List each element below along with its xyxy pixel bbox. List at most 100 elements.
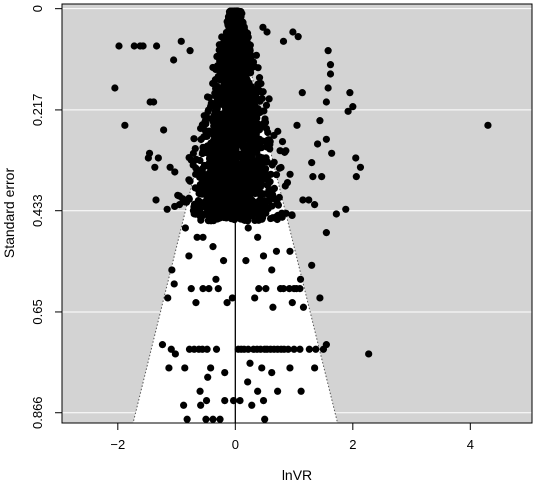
data-point bbox=[236, 397, 244, 405]
data-point bbox=[344, 107, 352, 115]
data-point bbox=[190, 135, 198, 143]
data-point bbox=[237, 108, 246, 116]
data-point bbox=[236, 70, 244, 78]
data-point bbox=[244, 159, 252, 168]
data-point bbox=[230, 193, 238, 201]
data-point bbox=[202, 415, 210, 423]
data-point bbox=[213, 215, 222, 223]
data-point bbox=[318, 173, 326, 181]
data-point bbox=[288, 211, 296, 220]
data-point bbox=[224, 72, 232, 81]
data-point bbox=[305, 345, 313, 353]
data-point bbox=[250, 205, 259, 213]
data-point bbox=[210, 131, 218, 139]
data-point bbox=[206, 214, 215, 222]
y-axis: 0 0.217 0.433 0.65 0.866 bbox=[30, 5, 62, 429]
data-point bbox=[167, 345, 175, 353]
data-point bbox=[278, 137, 287, 146]
data-point bbox=[218, 74, 226, 83]
data-point bbox=[240, 167, 249, 175]
data-point bbox=[243, 134, 252, 142]
data-point bbox=[209, 243, 217, 251]
data-point bbox=[205, 159, 213, 167]
data-point bbox=[221, 369, 229, 377]
data-point bbox=[212, 111, 220, 119]
y-tick-label-1: 0.217 bbox=[30, 94, 45, 127]
data-point bbox=[121, 121, 129, 129]
data-point bbox=[216, 183, 224, 191]
data-point bbox=[191, 144, 199, 153]
data-point bbox=[241, 200, 250, 208]
data-point bbox=[189, 161, 197, 169]
data-point bbox=[228, 294, 236, 302]
x-tick-label-3: 4 bbox=[467, 437, 474, 452]
data-point bbox=[286, 170, 294, 178]
data-point bbox=[244, 33, 252, 41]
data-point bbox=[342, 205, 350, 213]
data-point bbox=[199, 285, 207, 293]
data-point bbox=[209, 415, 217, 423]
data-point bbox=[235, 160, 244, 168]
data-point bbox=[221, 157, 229, 165]
data-point bbox=[203, 345, 211, 353]
data-point bbox=[223, 299, 231, 307]
data-point bbox=[275, 164, 284, 172]
data-point bbox=[197, 135, 205, 144]
data-point bbox=[257, 79, 265, 88]
data-point bbox=[322, 98, 330, 106]
data-point bbox=[268, 266, 276, 274]
data-point bbox=[220, 62, 229, 70]
data-point bbox=[261, 197, 270, 205]
data-point bbox=[269, 191, 277, 199]
data-point bbox=[258, 364, 266, 372]
data-point bbox=[192, 170, 200, 178]
data-point bbox=[205, 93, 213, 102]
data-point bbox=[174, 191, 182, 199]
data-point bbox=[219, 257, 228, 265]
data-point bbox=[251, 189, 259, 198]
data-point bbox=[207, 364, 215, 372]
data-point bbox=[244, 378, 252, 386]
data-point bbox=[199, 233, 207, 241]
data-point bbox=[115, 42, 123, 50]
data-point bbox=[297, 387, 305, 395]
data-point bbox=[312, 345, 320, 353]
data-point bbox=[290, 345, 298, 353]
y-tick-label-3: 0.65 bbox=[30, 299, 45, 324]
data-point bbox=[252, 51, 261, 59]
data-point bbox=[221, 397, 229, 405]
data-point bbox=[152, 42, 161, 50]
data-point bbox=[305, 196, 313, 204]
data-point bbox=[272, 171, 281, 179]
data-point bbox=[293, 121, 301, 129]
data-point bbox=[230, 67, 238, 75]
data-point bbox=[299, 303, 308, 311]
data-point bbox=[253, 147, 261, 156]
data-point bbox=[183, 415, 191, 423]
data-point bbox=[284, 345, 292, 353]
data-point bbox=[229, 205, 237, 213]
data-point bbox=[288, 299, 296, 307]
data-point bbox=[207, 144, 215, 152]
data-point bbox=[252, 115, 260, 123]
data-point bbox=[296, 345, 304, 353]
data-point bbox=[222, 108, 230, 117]
data-point bbox=[151, 163, 159, 171]
data-point bbox=[246, 359, 254, 367]
data-point bbox=[346, 89, 354, 97]
data-point bbox=[257, 189, 265, 197]
data-point bbox=[259, 23, 267, 31]
data-point bbox=[216, 415, 224, 423]
data-point bbox=[180, 401, 188, 409]
data-point bbox=[224, 118, 232, 126]
data-point bbox=[252, 130, 260, 138]
data-point bbox=[263, 28, 271, 36]
data-point bbox=[244, 224, 252, 232]
data-point bbox=[243, 188, 252, 196]
data-point bbox=[324, 47, 332, 55]
data-point bbox=[259, 214, 267, 222]
y-axis-label: Standard error bbox=[1, 168, 17, 259]
data-point bbox=[268, 369, 276, 377]
data-point bbox=[239, 64, 248, 72]
y-tick-label-4: 0.866 bbox=[30, 396, 45, 429]
